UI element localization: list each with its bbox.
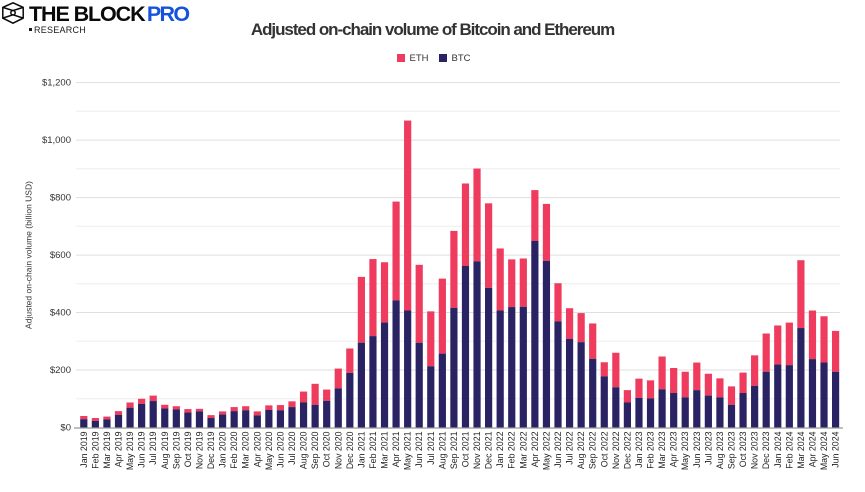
- svg-text:Dec 2020: Dec 2020: [345, 431, 355, 469]
- svg-text:Sep 2019: Sep 2019: [171, 431, 181, 469]
- svg-text:Jun 2024: Jun 2024: [831, 431, 841, 467]
- svg-text:$0: $0: [60, 423, 71, 434]
- svg-text:Mar 2022: Mar 2022: [518, 431, 528, 468]
- svg-text:Feb 2020: Feb 2020: [229, 431, 239, 468]
- svg-text:Feb 2022: Feb 2022: [507, 431, 517, 468]
- svg-text:Jan 2019: Jan 2019: [79, 431, 89, 467]
- svg-text:Sep 2020: Sep 2020: [310, 431, 320, 469]
- svg-text:Oct 2019: Oct 2019: [183, 431, 193, 467]
- svg-text:May 2022: May 2022: [541, 431, 551, 470]
- svg-text:Jul 2019: Jul 2019: [148, 431, 158, 464]
- svg-text:Jan 2020: Jan 2020: [218, 431, 228, 467]
- svg-text:Nov 2023: Nov 2023: [750, 431, 760, 469]
- svg-text:Aug 2020: Aug 2020: [299, 431, 309, 469]
- svg-text:Dec 2019: Dec 2019: [206, 431, 216, 469]
- svg-text:$1,000: $1,000: [42, 135, 71, 146]
- svg-text:$400: $400: [50, 308, 71, 319]
- svg-text:Jan 2022: Jan 2022: [495, 431, 505, 467]
- svg-text:Oct 2022: Oct 2022: [599, 431, 609, 467]
- svg-text:Oct 2021: Oct 2021: [460, 431, 470, 467]
- svg-text:Adjusted on-chain volume (bill: Adjusted on-chain volume (billion USD): [24, 181, 34, 329]
- svg-text:Aug 2019: Aug 2019: [160, 431, 170, 469]
- svg-text:Jun 2021: Jun 2021: [414, 431, 424, 467]
- svg-text:Apr 2021: Apr 2021: [391, 431, 401, 467]
- svg-text:Dec 2023: Dec 2023: [761, 431, 771, 469]
- svg-text:Mar 2023: Mar 2023: [657, 431, 667, 468]
- svg-text:Nov 2022: Nov 2022: [611, 431, 621, 469]
- svg-text:Jul 2023: Jul 2023: [703, 431, 713, 464]
- svg-text:May 2023: May 2023: [680, 431, 690, 470]
- svg-text:Jun 2019: Jun 2019: [137, 431, 147, 467]
- svg-text:$600: $600: [50, 250, 71, 261]
- svg-text:$200: $200: [50, 365, 71, 376]
- svg-text:Apr 2023: Apr 2023: [669, 431, 679, 467]
- svg-text:Nov 2019: Nov 2019: [194, 431, 204, 469]
- svg-text:Feb 2024: Feb 2024: [784, 431, 794, 468]
- svg-text:Nov 2020: Nov 2020: [333, 431, 343, 469]
- svg-text:Jan 2021: Jan 2021: [356, 431, 366, 467]
- svg-text:Apr 2020: Apr 2020: [252, 431, 262, 467]
- svg-text:Sep 2022: Sep 2022: [588, 431, 598, 469]
- svg-text:Jul 2022: Jul 2022: [565, 431, 575, 464]
- svg-text:May 2021: May 2021: [403, 431, 413, 470]
- svg-text:Jun 2023: Jun 2023: [692, 431, 702, 467]
- svg-text:Oct 2020: Oct 2020: [322, 431, 332, 467]
- svg-text:Mar 2020: Mar 2020: [241, 431, 251, 468]
- svg-text:Dec 2021: Dec 2021: [484, 431, 494, 469]
- svg-text:Jul 2021: Jul 2021: [426, 431, 436, 464]
- svg-text:Nov 2021: Nov 2021: [472, 431, 482, 469]
- svg-text:Feb 2021: Feb 2021: [368, 431, 378, 468]
- svg-text:Jan 2024: Jan 2024: [773, 431, 783, 467]
- svg-text:Jun 2022: Jun 2022: [553, 431, 563, 467]
- svg-text:May 2019: May 2019: [125, 431, 135, 470]
- svg-text:May 2020: May 2020: [264, 431, 274, 470]
- svg-text:Aug 2022: Aug 2022: [576, 431, 586, 469]
- svg-text:Jan 2023: Jan 2023: [634, 431, 644, 467]
- svg-text:May 2024: May 2024: [819, 431, 829, 470]
- svg-text:Sep 2021: Sep 2021: [449, 431, 459, 469]
- svg-text:Apr 2024: Apr 2024: [807, 431, 817, 467]
- svg-text:Feb 2019: Feb 2019: [90, 431, 100, 468]
- svg-text:Oct 2023: Oct 2023: [738, 431, 748, 467]
- svg-text:Dec 2022: Dec 2022: [622, 431, 632, 469]
- svg-text:Mar 2024: Mar 2024: [796, 431, 806, 468]
- svg-text:Aug 2021: Aug 2021: [437, 431, 447, 469]
- svg-text:Mar 2021: Mar 2021: [380, 431, 390, 468]
- svg-text:Jul 2020: Jul 2020: [287, 431, 297, 464]
- svg-text:Apr 2019: Apr 2019: [114, 431, 124, 467]
- svg-text:Mar 2019: Mar 2019: [102, 431, 112, 468]
- svg-text:Aug 2023: Aug 2023: [715, 431, 725, 469]
- svg-text:Feb 2023: Feb 2023: [646, 431, 656, 468]
- svg-text:Sep 2023: Sep 2023: [727, 431, 737, 469]
- svg-text:$800: $800: [50, 193, 71, 204]
- svg-text:Jun 2020: Jun 2020: [275, 431, 285, 467]
- svg-text:$1,200: $1,200: [42, 78, 71, 89]
- svg-text:Apr 2022: Apr 2022: [530, 431, 540, 467]
